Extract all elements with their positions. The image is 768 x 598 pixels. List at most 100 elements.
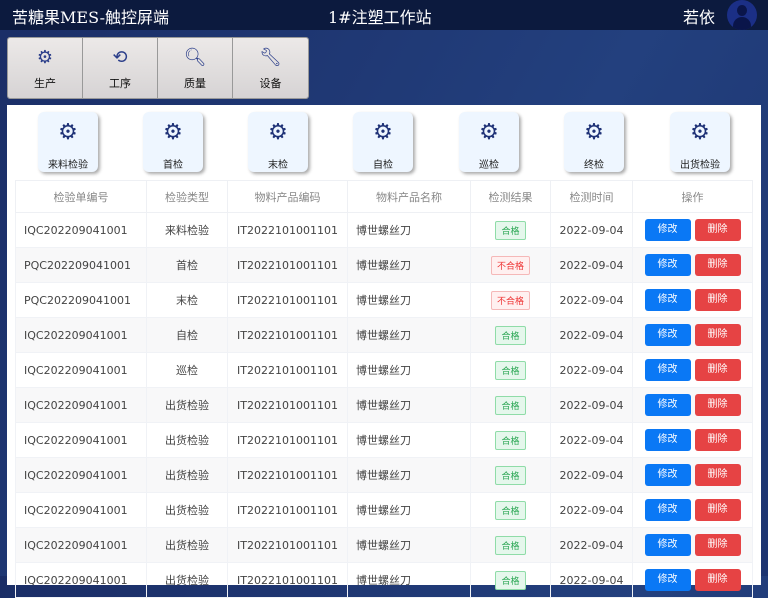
delete-button[interactable]: 删除 (694, 534, 741, 556)
result-badge: 合格 (495, 500, 526, 520)
delete-button[interactable]: 删除 (694, 219, 741, 241)
edit-button[interactable]: 修改 (644, 254, 691, 276)
user-name[interactable]: 若依 (683, 8, 716, 27)
column-header: 操作 (632, 180, 753, 213)
gears-icon: ⚙ (36, 47, 54, 68)
order-id: PQC202209041001 (15, 247, 147, 283)
inspection-type-card[interactable]: ⚙ 末检 (248, 112, 308, 172)
nav-production[interactable]: ⚙ 生产 (8, 38, 83, 98)
material-name: 博世螺丝刀 (347, 352, 471, 388)
delete-button[interactable]: 删除 (694, 464, 741, 486)
edit-button[interactable]: 修改 (644, 464, 691, 486)
avatar-user-icon[interactable] (727, 0, 757, 30)
top-bar: 苦糖果MES-触控屏端 1#注塑工作站 若依 (0, 0, 768, 30)
delete-button[interactable]: 删除 (694, 569, 741, 591)
table-row: IQC202209041001 巡检 IT2022101001101 博世螺丝刀… (15, 352, 753, 388)
card-label: 终检 (584, 160, 604, 171)
edit-button[interactable]: 修改 (644, 499, 691, 521)
table-row: PQC202209041001 末检 IT2022101001101 博世螺丝刀… (15, 282, 753, 318)
material-code: IT2022101001101 (227, 352, 348, 388)
equipment-icon: 🔧︎ (259, 47, 282, 68)
gears-icon: ⚙ (584, 120, 604, 145)
inspection-type-card[interactable]: ⚙ 自检 (353, 112, 413, 172)
material-name: 博世螺丝刀 (347, 457, 471, 493)
inspection-date: 2022-09-04 (550, 422, 633, 458)
material-code: IT2022101001101 (227, 282, 348, 318)
card-label: 出货检验 (680, 160, 720, 171)
order-id: IQC202209041001 (15, 562, 147, 598)
table-row: IQC202209041001 出货检验 IT2022101001101 博世螺… (15, 387, 753, 423)
edit-button[interactable]: 修改 (644, 324, 691, 346)
inspection-type-card[interactable]: ⚙ 终检 (564, 112, 624, 172)
table-row: IQC202209041001 出货检验 IT2022101001101 博世螺… (15, 562, 753, 598)
result-badge: 合格 (495, 465, 526, 485)
material-code: IT2022101001101 (227, 457, 348, 493)
order-id: IQC202209041001 (15, 457, 147, 493)
edit-button[interactable]: 修改 (644, 289, 691, 311)
gears-icon: ⚙ (479, 120, 499, 145)
gears-icon: ⚙ (690, 120, 710, 145)
inspection-date: 2022-09-04 (550, 212, 633, 248)
inspection-date: 2022-09-04 (550, 282, 633, 318)
inspection-type-card[interactable]: ⚙ 来料检验 (38, 112, 98, 172)
inspection-type: 出货检验 (146, 492, 228, 528)
edit-button[interactable]: 修改 (644, 219, 691, 241)
inspection-type-card[interactable]: ⚙ 出货检验 (670, 112, 730, 172)
inspection-type: 自检 (146, 317, 228, 353)
inspection-type-card[interactable]: ⚙ 巡检 (459, 112, 519, 172)
material-name: 博世螺丝刀 (347, 422, 471, 458)
material-code: IT2022101001101 (227, 317, 348, 353)
edit-button[interactable]: 修改 (644, 534, 691, 556)
order-id: IQC202209041001 (15, 212, 147, 248)
table-row: IQC202209041001 出货检验 IT2022101001101 博世螺… (15, 527, 753, 563)
app-title: 苦糖果MES-触控屏端 (12, 8, 170, 27)
gears-icon: ⚙ (268, 120, 288, 145)
gears-icon: ⚙ (373, 120, 393, 145)
nav-quality[interactable]: 🔍︎ 质量 (158, 38, 233, 98)
delete-button[interactable]: 删除 (694, 359, 741, 381)
card-label: 首检 (163, 160, 183, 171)
delete-button[interactable]: 删除 (694, 394, 741, 416)
material-code: IT2022101001101 (227, 492, 348, 528)
material-name: 博世螺丝刀 (347, 282, 471, 318)
result-badge: 合格 (495, 535, 526, 555)
process-icon: ⟲ (112, 47, 128, 68)
inspection-type: 出货检验 (146, 387, 228, 423)
nav-equipment[interactable]: 🔧︎ 设备 (233, 38, 308, 98)
table-row: IQC202209041001 来料检验 IT2022101001101 博世螺… (15, 212, 753, 248)
material-code: IT2022101001101 (227, 247, 348, 283)
inspection-type: 出货检验 (146, 562, 228, 598)
order-id: IQC202209041001 (15, 527, 147, 563)
main-nav: ⚙ 生产 ⟲ 工序 🔍︎ 质量 🔧︎ 设备 (7, 37, 309, 99)
order-id: IQC202209041001 (15, 422, 147, 458)
nav-process[interactable]: ⟲ 工序 (83, 38, 158, 98)
inspection-date: 2022-09-04 (550, 527, 633, 563)
gears-icon: ⚙ (58, 120, 78, 145)
delete-button[interactable]: 删除 (694, 429, 741, 451)
material-code: IT2022101001101 (227, 527, 348, 563)
delete-button[interactable]: 删除 (694, 499, 741, 521)
edit-button[interactable]: 修改 (644, 429, 691, 451)
edit-button[interactable]: 修改 (644, 359, 691, 381)
material-code: IT2022101001101 (227, 562, 348, 598)
inspection-type: 出货检验 (146, 527, 228, 563)
result-badge: 不合格 (490, 290, 530, 310)
result-badge: 合格 (495, 360, 526, 380)
material-name: 博世螺丝刀 (347, 527, 471, 563)
card-label: 自检 (373, 160, 393, 171)
table-row: IQC202209041001 出货检验 IT2022101001101 博世螺… (15, 422, 753, 458)
edit-button[interactable]: 修改 (644, 394, 691, 416)
inspection-date: 2022-09-04 (550, 352, 633, 388)
result-badge: 合格 (495, 220, 526, 240)
inspection-type-card[interactable]: ⚙ 首检 (143, 112, 203, 172)
edit-button[interactable]: 修改 (644, 569, 691, 591)
delete-button[interactable]: 删除 (694, 324, 741, 346)
table-row: PQC202209041001 首检 IT2022101001101 博世螺丝刀… (15, 247, 753, 283)
inspection-type: 来料检验 (146, 212, 228, 248)
inspection-date: 2022-09-04 (550, 492, 633, 528)
station-title: 1#注塑工作站 (328, 8, 432, 27)
result-badge: 合格 (495, 325, 526, 345)
delete-button[interactable]: 删除 (694, 289, 741, 311)
order-id: IQC202209041001 (15, 387, 147, 423)
delete-button[interactable]: 删除 (694, 254, 741, 276)
